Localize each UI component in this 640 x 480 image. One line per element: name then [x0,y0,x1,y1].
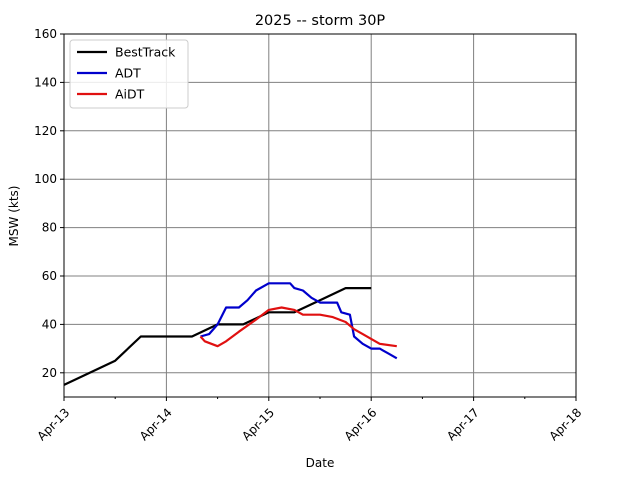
legend: BestTrack ADT AiDT [69,39,189,109]
series-line-aidt [199,306,397,348]
x-tick-label: Apr-15 [239,405,277,443]
y-tick-label: 20 [42,366,57,380]
y-tick-label: 160 [34,27,57,41]
series-line-besttrack [63,287,372,386]
y-axis-ticks: 20 40 60 80 100 120 140 160 [34,27,64,380]
x-axis-ticks: Apr-13 Apr-14 Apr-15 Apr-16 Apr-17 Apr-18 [34,397,584,443]
series-line-adt [200,282,398,360]
series-lines [63,282,398,386]
y-tick-label: 60 [42,269,57,283]
legend-label: AiDT [115,87,145,102]
chart-title: 2025 -- storm 30P [255,13,386,29]
y-tick-label: 80 [42,221,57,235]
x-tick-label: Apr-18 [546,405,584,443]
x-tick-label: Apr-14 [137,405,175,443]
x-tick-label: Apr-13 [34,405,72,443]
x-tick-label: Apr-16 [342,405,380,443]
y-tick-label: 100 [34,172,57,186]
x-tick-label: Apr-17 [444,405,482,443]
x-axis-label: Date [306,456,335,470]
legend-label: ADT [115,66,141,81]
y-tick-label: 40 [42,317,57,331]
legend-label: BestTrack [115,45,176,60]
y-tick-label: 120 [34,124,57,138]
legend-box [69,39,189,109]
y-axis-label: MSW (kts) [7,186,21,247]
y-tick-label: 140 [34,75,57,89]
